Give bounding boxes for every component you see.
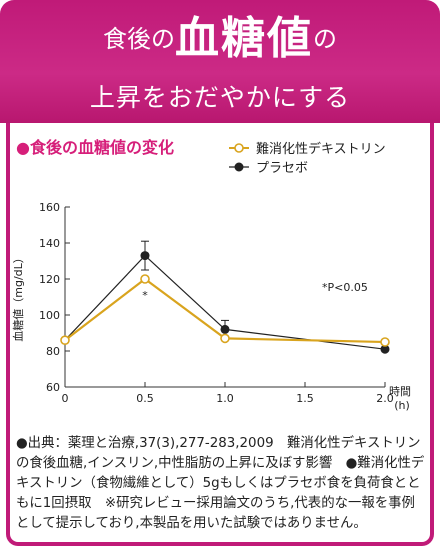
legend-dextrin-label: 難消化性デキストリン xyxy=(256,141,386,157)
data-point-dextrin xyxy=(60,335,70,346)
significance-mark: * xyxy=(142,289,148,302)
data-point-dextrin xyxy=(140,274,150,284)
header-banner: 食後の血糖値の 上昇をおだやかにする xyxy=(0,0,440,123)
headline-emphasis: 血糖値 xyxy=(175,13,313,64)
x-axis-label: 時間 xyxy=(389,385,411,398)
series-line-dextrin xyxy=(64,277,386,344)
x-axis-unit: (h) xyxy=(394,399,410,412)
data-point-placebo xyxy=(220,324,230,334)
subheadline: 上昇をおだやかにする xyxy=(89,83,351,112)
x-tick-label: 2.0 xyxy=(376,392,394,405)
headline-prefix: 食後の xyxy=(103,25,175,53)
significance-note: *P<0.05 xyxy=(322,281,368,294)
y-tick-label: 140 xyxy=(39,237,60,250)
legend-placebo-label: プラセボ xyxy=(256,161,308,176)
blood-glucose-chart: 60 80 100 120 140 160 0 0.5 1.0 1.5 2.0 血糖値（mg/dL） 時… xyxy=(11,141,411,412)
legend-placebo-marker xyxy=(234,162,244,172)
y-tick-label: 60 xyxy=(46,381,60,394)
x-tick-label: 0 xyxy=(62,392,69,405)
source-footnote: ●出典：薬理と治療,37(3),277-283,2009 難消化性デキストリンの… xyxy=(16,436,425,531)
y-tick-label: 100 xyxy=(39,309,60,322)
legend-dextrin-marker xyxy=(234,143,244,153)
content-frame xyxy=(6,123,434,546)
y-axis-label: 血糖値（mg/dL） xyxy=(11,252,25,342)
x-tick-label: 1.5 xyxy=(296,392,314,405)
headline-suffix: の xyxy=(313,25,337,53)
x-tick-label: 1.0 xyxy=(216,392,234,405)
data-point-placebo xyxy=(140,251,150,261)
x-tick-label: 0.5 xyxy=(136,392,154,405)
y-tick-label: 160 xyxy=(39,201,60,214)
y-tick-label: 120 xyxy=(39,273,60,286)
data-point-dextrin xyxy=(220,333,230,344)
data-point-dextrin xyxy=(380,337,390,347)
headline: 食後の血糖値の xyxy=(0,2,440,66)
y-tick-label: 80 xyxy=(46,345,60,358)
chart-section-title: ●食後の血糖値の変化 xyxy=(16,138,174,157)
